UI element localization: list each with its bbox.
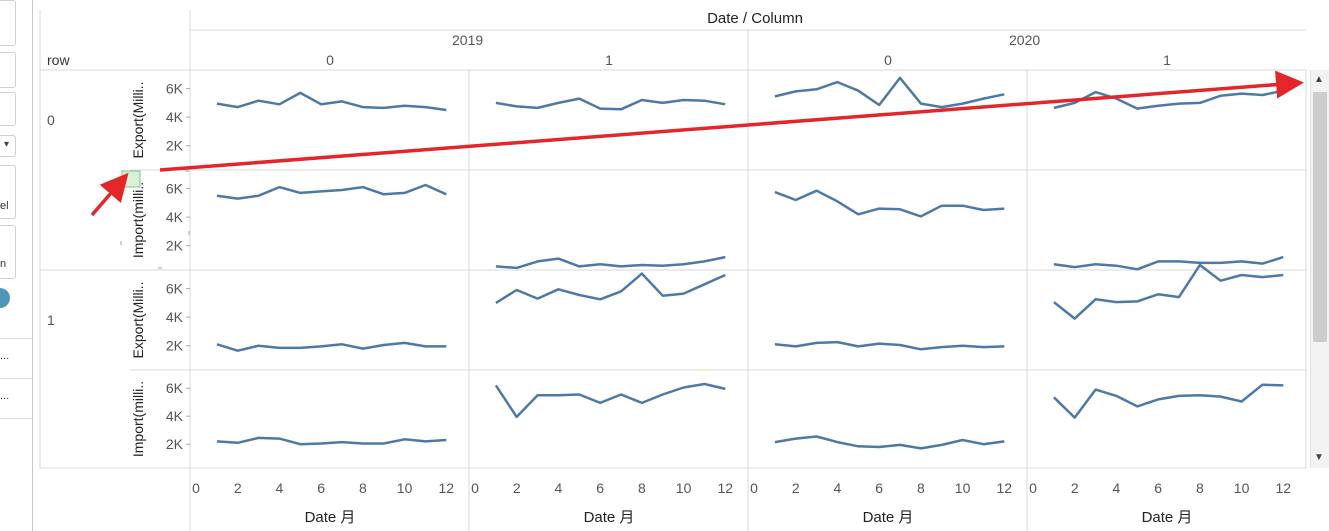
left-panel-card[interactable]: [0, 52, 16, 88]
y-tick-label: 4K: [166, 109, 184, 125]
year-header: 2019: [452, 32, 484, 48]
left-panel-text: ...: [0, 390, 10, 402]
x-tick-label: 12: [718, 480, 734, 496]
y-axis-title: Export(Milli..: [130, 81, 146, 158]
x-tick-label: 10: [1234, 480, 1250, 496]
y-tick-label: 2K: [166, 436, 184, 452]
x-tick-label: 12: [439, 480, 455, 496]
series-line: [216, 91, 447, 112]
left-panel-card[interactable]: [0, 165, 16, 219]
series-line: [774, 340, 1005, 351]
x-axis-title: Date 月: [583, 509, 635, 526]
column-header: 0: [326, 52, 334, 68]
x-tick-label: 4: [834, 480, 842, 496]
series-line: [1053, 263, 1284, 320]
series-line: [774, 76, 1005, 109]
row-header: 0: [47, 112, 55, 128]
annotation-arrow: [90, 172, 129, 217]
scroll-down-icon[interactable]: ▼: [1314, 452, 1324, 463]
y-tick-label: 2K: [166, 238, 184, 254]
y-tick-label: 6K: [166, 181, 184, 197]
color-swatch-icon[interactable]: [0, 288, 10, 308]
column-header: 0: [884, 52, 892, 68]
x-tick-label: 2: [1071, 480, 1079, 496]
left-panel-card[interactable]: [0, 92, 16, 126]
x-tick-label: 10: [676, 480, 692, 496]
left-panel-text: el: [0, 200, 9, 212]
series-line: [774, 189, 1005, 218]
series-line: [1053, 89, 1284, 110]
y-tick-label: 2K: [166, 138, 184, 154]
x-tick-label: 8: [1196, 480, 1204, 496]
series-line: [494, 382, 726, 419]
x-tick-label: 6: [1154, 480, 1162, 496]
year-header: 2020: [1009, 32, 1041, 48]
annotation-arrow: [159, 70, 1304, 172]
x-tick-label: 6: [317, 480, 325, 496]
y-axis-title: Export(Milli..: [130, 281, 146, 358]
x-tick-label: 6: [875, 480, 883, 496]
series-line: [1053, 383, 1284, 419]
x-tick-label: 10: [955, 480, 971, 496]
vertical-scrollbar[interactable]: ▲ ▼: [1310, 70, 1329, 468]
x-axis-title: Date 月: [1141, 509, 1193, 526]
series-line: [216, 341, 447, 352]
series-line: [774, 435, 1005, 450]
x-tick-label: 2: [513, 480, 521, 496]
x-tick-label: 2: [792, 480, 800, 496]
x-tick-label: 6: [596, 480, 604, 496]
left-panel-card[interactable]: [0, 225, 16, 279]
series-line: [495, 97, 726, 111]
x-tick-label: 0: [471, 480, 479, 496]
left-panel-text: ...: [0, 350, 10, 362]
y-tick-label: 4K: [166, 408, 184, 424]
x-tick-label: 8: [917, 480, 925, 496]
x-tick-label: 10: [397, 480, 413, 496]
left-panel-text: n: [0, 258, 7, 270]
left-panel-card[interactable]: [0, 0, 16, 46]
x-tick-label: 2: [234, 480, 242, 496]
y-tick-label: 6K: [166, 281, 184, 297]
series-line: [495, 272, 726, 304]
series-line: [216, 183, 447, 200]
y-axis-title: Import(milli..: [130, 182, 146, 258]
scrollbar-thumb[interactable]: [1313, 92, 1327, 342]
column-header: 1: [605, 52, 613, 68]
x-tick-label: 12: [997, 480, 1013, 496]
scroll-up-icon[interactable]: ▲: [1314, 74, 1324, 85]
series-line: [216, 436, 447, 446]
x-tick-label: 4: [276, 480, 284, 496]
series-line: [1053, 255, 1284, 271]
x-tick-label: 12: [1276, 480, 1292, 496]
left-panel: ▾ el n ... ...: [0, 0, 33, 531]
series-line: [495, 255, 726, 270]
chevron-down-icon[interactable]: ▾: [4, 139, 10, 150]
x-axis-title: Date 月: [862, 509, 914, 526]
column-header: 1: [1163, 52, 1171, 68]
x-tick-label: 4: [1113, 480, 1121, 496]
x-tick-label: 0: [750, 480, 758, 496]
x-tick-label: 0: [192, 480, 200, 496]
x-tick-label: 4: [555, 480, 563, 496]
x-tick-label: 8: [359, 480, 367, 496]
y-tick-label: 2K: [166, 338, 184, 354]
column-header-title: Date / Column: [707, 10, 803, 27]
left-panel-dropdown[interactable]: ▾: [0, 135, 16, 157]
y-tick-label: 6K: [166, 81, 184, 97]
x-tick-label: 8: [638, 480, 646, 496]
y-tick-label: 4K: [166, 209, 184, 225]
x-axis-title: Date 月: [304, 509, 356, 526]
x-tick-label: 0: [1029, 480, 1037, 496]
y-tick-label: 6K: [166, 380, 184, 396]
row-header: 1: [47, 312, 55, 328]
y-tick-label: 4K: [166, 309, 184, 325]
y-axis-title: Import(milli..: [130, 381, 146, 457]
row-field-label: row: [47, 52, 70, 68]
